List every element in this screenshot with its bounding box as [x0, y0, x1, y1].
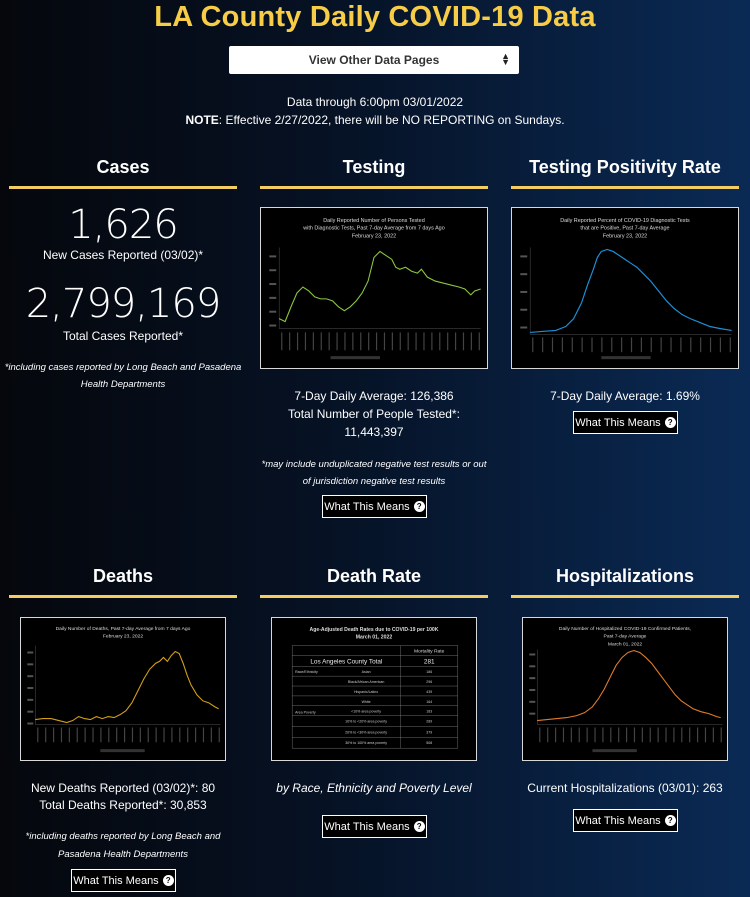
positivity-chart-title-1: Daily Reported Percent of COVID-19 Diagn…: [560, 218, 690, 224]
death-rate-rule: [260, 595, 488, 598]
death-rate-row-value: 289: [426, 720, 432, 724]
death-rate-what-this-means-button[interactable]: What This Means ?: [322, 815, 427, 838]
deaths-chart-line: [35, 650, 219, 724]
testing-footnote-1: *may include unduplicated negative test …: [261, 459, 487, 470]
testing-chart-title-1: Daily Reported Number of Persons Tested: [323, 218, 424, 224]
death-rate-row-label: 20% to <30% area poverty: [345, 730, 387, 734]
testing-total-value: 11,443,397: [344, 425, 404, 439]
death-rate-group-poverty: Area Poverty: [295, 711, 316, 715]
positivity-chart[interactable]: Daily Reported Percent of COVID-19 Diagn…: [511, 207, 739, 369]
death-rate-row-value: 296: [426, 680, 432, 684]
testing-total-label: Total Number of People Tested*:: [288, 407, 460, 421]
hospitalizations-chart-title-3: March 01, 2022: [608, 642, 642, 648]
positivity-rule: [511, 186, 739, 189]
hospitalizations-chart[interactable]: Daily Number of Hospitalized COVID-19 Co…: [522, 617, 728, 761]
positivity-button-label: What This Means: [575, 416, 661, 429]
note-text: : Effective 2/27/2022, there will be NO …: [218, 113, 565, 127]
current-hospitalizations: Current Hospitalizations (03/01): 263: [527, 781, 723, 795]
hospitalizations-button-label: What This Means: [575, 814, 661, 827]
death-rate-row-label: <10% area poverty: [351, 710, 381, 714]
total-cases-label: Total Cases Reported*: [62, 329, 184, 343]
testing-what-this-means-button[interactable]: What This Means ?: [322, 495, 427, 518]
question-circle-icon: ?: [664, 417, 676, 428]
death-rate-row-value: 379: [426, 730, 432, 734]
deaths-what-this-means-button[interactable]: What This Means ?: [71, 869, 176, 892]
testing-rule: [260, 186, 488, 189]
death-rate-row-label: White: [362, 700, 371, 704]
death-rate-group-race: Race/Ethnicity: [295, 670, 318, 674]
death-rate-caption: by Race, Ethnicity and Poverty Level: [276, 781, 472, 795]
total-deaths: Total Deaths Reported*: 30,853: [39, 798, 207, 812]
death-rate-button-label: What This Means: [324, 820, 410, 833]
data-through-text: Data through 6:00pm 03/01/2022: [286, 95, 464, 109]
deaths-button-label: What This Means: [73, 874, 159, 887]
testing-button-label: What This Means: [324, 500, 410, 513]
positivity-chart-title-2: that are Positive, Past 7-day Average: [580, 226, 669, 232]
death-rate-row-label: Asian: [362, 670, 371, 674]
death-rate-row-label: 10% to <20% area poverty: [345, 720, 387, 724]
deaths-rule: [9, 595, 237, 598]
cases-rule: [9, 186, 237, 189]
death-rate-row-value: 183: [426, 710, 432, 714]
question-circle-icon: ?: [162, 875, 174, 886]
testing-footnote-2: of jurisdiction negative test results: [302, 476, 446, 487]
cases-title: Cases: [96, 157, 150, 177]
deaths-footnote-2: Pasadena Health Departments: [58, 849, 188, 860]
death-rate-row-label: Black/African American: [348, 680, 384, 684]
cases-footnote-1: *including cases reported by Long Beach …: [4, 362, 242, 373]
reporting-note: NOTE: Effective 2/27/2022, there will be…: [0, 113, 750, 127]
death-rate-title: Death Rate: [326, 566, 422, 586]
deaths-chart[interactable]: Daily Number of Deaths, Past 7-day Avera…: [20, 617, 226, 761]
hospitalizations-rule: [511, 595, 739, 598]
positivity-title: Testing Positivity Rate: [529, 157, 721, 177]
testing-avg: 7-Day Daily Average: 126,386: [294, 389, 454, 403]
select-arrows-icon: ▲ ▼: [501, 51, 510, 67]
deaths-chart-title-1: Daily Number of Deaths, Past 7-day Avera…: [56, 626, 191, 632]
hospitalizations-what-this-means-button[interactable]: What This Means ?: [573, 809, 678, 832]
hospitalizations-title: Hospitalizations: [555, 566, 694, 586]
death-rate-table-image[interactable]: Age-Adjusted Death Rates due to COVID-19…: [271, 617, 477, 761]
death-rate-table-header: Mortality Rate: [414, 649, 445, 655]
death-rate-county-value: 281: [424, 658, 435, 665]
hospitalizations-chart-line: [537, 649, 721, 722]
death-rate-county-label: Los Angeles County Total: [310, 658, 382, 665]
deaths-footnote-1: *including deaths reported by Long Beach…: [25, 831, 221, 842]
hospitalizations-chart-title-1: Daily Number of Hospitalized COVID-19 Co…: [559, 626, 691, 632]
positivity-chart-line: [530, 248, 732, 334]
testing-title: Testing: [342, 157, 406, 177]
positivity-chart-title-3: February 23, 2022: [603, 234, 647, 240]
death-rate-row-label: Hispanic/Latino: [354, 690, 378, 694]
testing-chart-title-3: February 23, 2022: [352, 234, 396, 240]
death-rate-chart-title-2: March 01, 2022: [356, 635, 393, 641]
question-circle-icon: ?: [413, 821, 425, 832]
hospitalizations-chart-title-2: Past 7-day Average: [604, 634, 647, 640]
testing-chart-title-2: with Diagnostic Tests, Past 7-day Averag…: [302, 226, 444, 232]
death-rate-row-label: 30% to 100% area poverty: [345, 741, 387, 745]
new-cases-value: 1,626: [68, 202, 179, 248]
total-cases-value: 2,799,169: [25, 281, 222, 327]
testing-chart[interactable]: Daily Reported Number of Persons Tested …: [260, 207, 488, 369]
death-rate-row-value: 439: [426, 690, 432, 694]
deaths-title: Deaths: [92, 566, 154, 586]
death-rate-row-value: 186: [426, 670, 432, 674]
death-rate-row-value: 164: [426, 700, 432, 704]
death-rate-row-value: 508: [426, 741, 432, 745]
deaths-chart-title-2: February 23, 2022: [103, 634, 143, 640]
cases-footnote-2: Health Departments: [80, 379, 166, 390]
positivity-what-this-means-button[interactable]: What This Means ?: [573, 411, 678, 434]
note-label: NOTE: [185, 113, 219, 127]
question-circle-icon: ?: [413, 501, 425, 512]
positivity-avg: 7-Day Daily Average: 1.69%: [550, 389, 700, 403]
data-pages-select-label: View Other Data Pages: [308, 53, 440, 67]
death-rate-chart-title-1: Age-Adjusted Death Rates due to COVID-19…: [310, 627, 439, 633]
new-deaths: New Deaths Reported (03/02)*: 80: [30, 781, 216, 795]
testing-chart-line: [278, 250, 481, 323]
data-pages-select[interactable]: View Other Data Pages ▲ ▼: [229, 46, 519, 74]
new-cases-label: New Cases Reported (03/02)*: [42, 248, 204, 262]
question-circle-icon: ?: [664, 815, 676, 826]
page-title: LA County Daily COVID-19 Data: [154, 1, 596, 33]
